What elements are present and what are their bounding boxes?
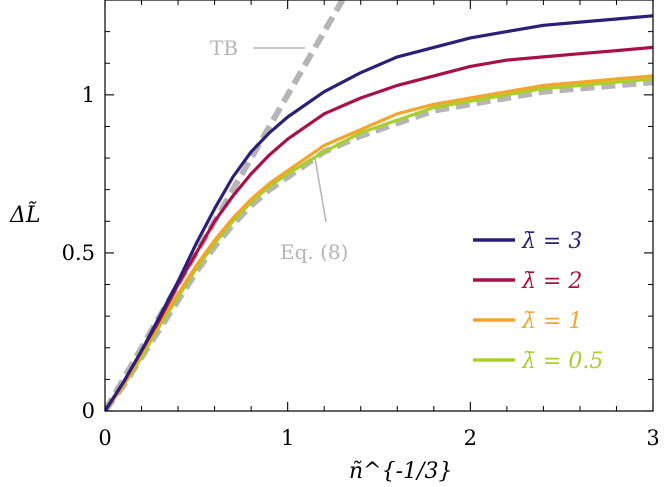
x-tick-label: 0 xyxy=(98,426,111,450)
series-line-5 xyxy=(105,0,346,411)
y-tick-label: 0.5 xyxy=(62,241,95,265)
series-line-2 xyxy=(105,74,653,411)
y-tick-label: 0 xyxy=(82,399,95,423)
x-tick-label: 2 xyxy=(464,426,477,450)
y-axis-label: ΔL̃ xyxy=(9,202,41,228)
legend-label: λ̄ = 1 xyxy=(521,309,582,334)
annotation-eq8-label: Eq. (8) xyxy=(280,240,348,264)
x-tick-label: 1 xyxy=(281,426,294,450)
series-line-4 xyxy=(105,79,653,411)
legend-label: λ̄ = 0.5 xyxy=(521,349,603,374)
annotation-tb-label: TB xyxy=(210,36,238,60)
x-tick-label: 3 xyxy=(646,426,659,450)
x-axis-label: ñ^{-1/3} xyxy=(349,459,452,484)
legend-label: λ̄ = 3 xyxy=(521,229,582,254)
y-tick-label: 1 xyxy=(82,83,95,107)
plot-frame xyxy=(104,0,654,412)
legend: λ̄ = 3 λ̄ = 2 λ̄ = 1 λ̄ = 0.5 xyxy=(473,229,603,374)
tick-labels-layer: 0 1 2 3 0 0.5 1 xyxy=(62,83,660,450)
annotation-eq8-pointer xyxy=(314,157,327,223)
series-layer xyxy=(105,0,653,411)
series-line-0 xyxy=(105,14,653,411)
annotations-layer: TB Eq. (8) xyxy=(210,36,348,264)
ticks-layer xyxy=(104,0,654,412)
legend-label: λ̄ = 2 xyxy=(521,269,582,294)
series-line-3 xyxy=(105,77,653,411)
